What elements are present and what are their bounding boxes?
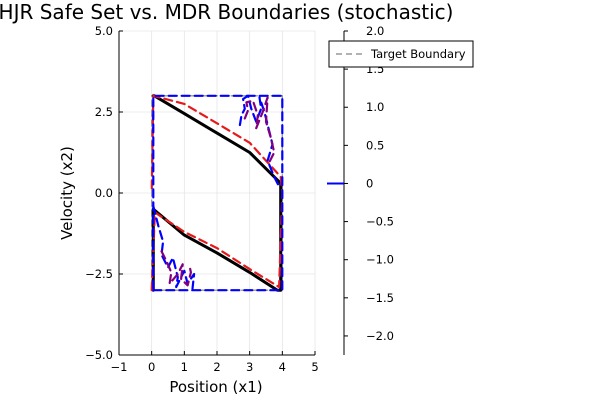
x-tick-label: 2 [213,360,220,374]
x-tick-label: 1 [181,360,188,374]
y-tick-label: −5.0 [85,348,113,362]
x-tick-label: 3 [246,360,253,374]
y-axis-label: Velocity (x2) [58,146,76,240]
series-line-3 [152,94,284,292]
colorbar: 2.01.51.00.50−0.5−1.0−1.5−2.0 [327,24,394,355]
series-line-6 [243,96,276,164]
colorbar-tick-label: 0.5 [366,138,384,152]
series-line-1 [151,94,283,292]
plot-series [150,94,284,292]
x-axis-label: Position (x1) [169,378,262,396]
colorbar-tick-label: 2.0 [366,24,384,38]
y-tick-label: 0.0 [95,186,113,200]
y-tick-label: 2.5 [95,105,113,119]
y-tick-label: −2.5 [85,267,113,281]
series-line-5 [152,204,196,290]
colorbar-tick-label: −2.0 [366,329,394,343]
x-tick-label: 5 [311,360,318,374]
series-line-4 [238,94,281,188]
chart-title: HJR Safe Set vs. MDR Boundaries (stochas… [0,0,453,24]
x-tick-label: 4 [279,360,286,374]
x-axis-ticks: −1 0 1 2 3 4 5 [111,351,319,374]
x-tick-label: 0 [148,360,155,374]
colorbar-tick-label: −1.0 [366,253,394,267]
series-line-7 [160,250,192,287]
colorbar-tick-label: 1.0 [366,100,384,114]
x-tick-label: −1 [111,360,128,374]
colorbar-tick-label: −1.5 [366,291,394,305]
legend-box [328,40,474,68]
y-axis-ticks: −5.0 −2.5 0.0 2.5 5.0 [85,24,123,362]
colorbar-tick-label: 0 [366,176,373,190]
legend: Target Boundary [328,40,474,68]
y-tick-label: 5.0 [95,24,113,38]
colorbar-tick-label: −0.5 [366,215,394,229]
legend-label-target-boundary: Target Boundary [370,47,466,61]
grid [118,30,316,356]
